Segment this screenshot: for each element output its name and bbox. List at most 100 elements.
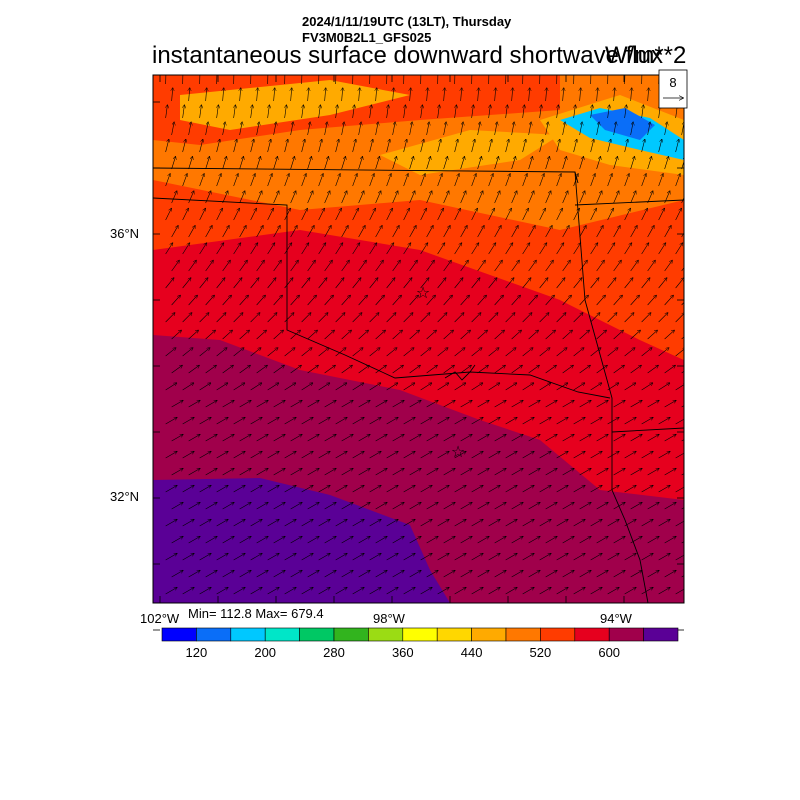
wind-vector-arrow [631,88,632,102]
wind-vector-arrow [477,537,489,544]
wind-vector-arrow [233,418,245,425]
wind-vector-arrow [539,243,547,255]
wind-vector-arrow [596,191,602,204]
wind-vector-arrow [607,418,619,425]
wind-vector-arrow [188,122,191,136]
wind-vector-arrow [386,418,398,425]
wind-vector-arrow [664,537,676,544]
border-arkansas-louisiana [611,427,684,433]
wind-vector-arrow [607,588,619,595]
wind-vector-arrow [199,418,211,425]
wind-vector-arrow [607,554,619,561]
wind-vector-arrow [341,260,350,272]
wind-vector-arrow [528,401,540,408]
wind-vector-arrow [222,226,229,238]
wind-vector-arrow [250,588,262,595]
wind-vector-arrow [511,295,521,306]
wind-vector-arrow [267,418,279,425]
wind-vector-arrow [641,278,650,289]
wind-vector-arrow [426,401,438,408]
wind-vector-arrow [494,260,503,272]
wind-vector-arrow [375,365,387,374]
wind-vector-arrow [222,330,233,340]
wind-vector-arrow [641,174,646,187]
wind-vector-arrow [267,452,279,459]
wind-vector-arrow [301,520,313,527]
wind-vector-arrow [454,208,461,221]
wind-vector-arrow [545,401,557,408]
wind-vector-arrow [437,313,447,323]
wind-vector-arrow [403,452,415,459]
wind-vector-arrow [579,330,590,340]
wind-vector-arrow [624,139,628,153]
wind-vector-arrow [240,88,241,102]
wind-vector-arrow [505,383,517,391]
wind-vector-arrow [307,122,310,136]
wind-vector-arrow [182,243,190,255]
wind-vector-arrow [205,295,215,306]
wind-vector-arrow [420,243,428,255]
wind-vector-arrow [318,243,326,255]
field-band-orange-east [560,290,684,360]
wind-vector-arrow [528,537,540,544]
wind-vector-arrow [641,348,652,357]
wind-vector-arrow [165,348,176,357]
wind-vector-arrow [301,313,311,323]
wind-vector-arrow [591,105,593,119]
wind-vector-arrow [613,295,623,306]
wind-vector-arrow [477,157,482,170]
lon-label-94: 94°W [600,611,632,626]
wind-vector-arrow [529,88,530,102]
wind-vector-arrow [522,418,534,425]
lake-texoma [444,364,476,381]
wind-vector-arrow [573,588,585,595]
wind-vector-arrow [562,469,574,476]
wind-vector-arrow [335,418,347,425]
wind-vector-arrow [284,243,292,255]
wind-vector-arrow [165,486,177,493]
wind-vector-arrow [494,330,505,340]
wind-vector-arrow [454,174,459,187]
wind-vector-arrow [222,157,227,170]
wind-vector-arrow [205,157,210,170]
map-frame [152,74,685,604]
wind-vector-arrow [369,418,381,425]
wind-vector-arrow [528,295,538,306]
wind-vector-arrow [369,174,374,187]
wind-vector-arrow [562,122,565,136]
wind-vector-arrow [324,295,334,306]
colorbar-swatch [368,627,404,642]
wind-vector-arrow [675,520,684,527]
wind-vector-arrow [301,208,308,221]
wind-vector-arrow [658,243,666,255]
wind-vector-arrow [647,226,654,238]
wind-vector-arrow [165,418,177,425]
wind-vector-arrow [437,243,445,255]
wind-vector-arrow [489,105,491,119]
wind-vector-arrow [613,435,625,442]
wind-vector-arrow [675,348,684,357]
wind-vector-arrow [420,452,432,459]
wind-vector-arrow [426,191,432,204]
wind-vector-arrow [341,191,347,204]
wind-vector-arrow [443,435,455,442]
wind-vector-arrow [409,122,412,136]
wind-vector-arrow [352,554,364,561]
wind-vector-arrow [284,313,294,323]
wind-vector-arrow [460,226,467,238]
wind-vector-arrow [358,157,363,170]
colorbar-swatch [299,627,335,642]
wind-vector-arrow [545,330,556,340]
wind-vector-arrow [335,174,340,187]
wind-vector-arrow [290,330,301,340]
wind-vector-arrow [613,330,624,340]
wind-vector-arrow [664,157,669,170]
lon-label-98: 98°W [373,611,405,626]
wind-vector-arrow [573,486,585,493]
header-datetime: 2024/1/11/19UTC (13LT), Thursday [302,14,512,29]
wind-vector-arrow [335,452,347,459]
colorbar-swatch [402,627,438,642]
wind-vector-arrow [573,208,580,221]
wind-vector-arrow [420,278,429,289]
wind-vector-arrow [267,278,276,289]
